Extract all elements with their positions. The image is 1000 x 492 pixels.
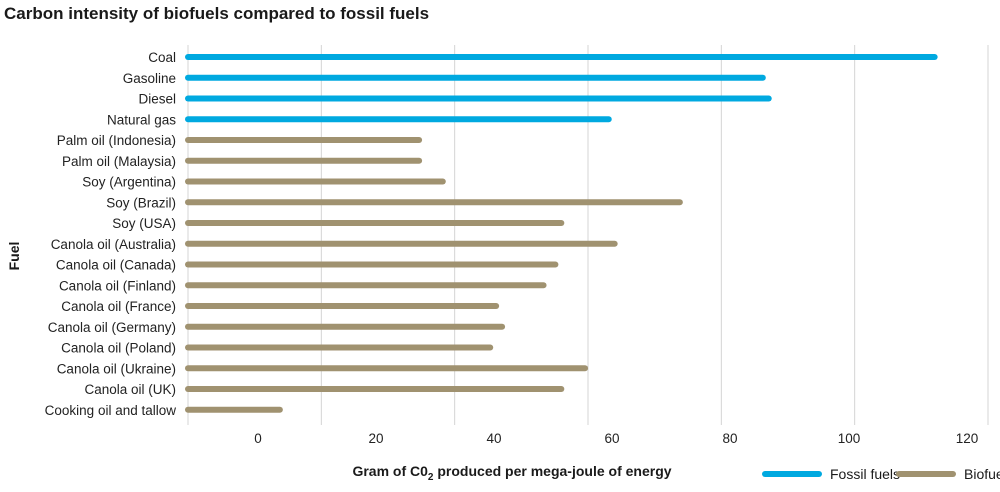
category-label: Soy (Argentina): [82, 175, 176, 190]
category-label: Canola oil (Ukraine): [57, 361, 176, 376]
legend-label-biofuels: Biofuels: [964, 466, 1000, 482]
category-label: Soy (USA): [112, 216, 176, 231]
category-label: Gasoline: [123, 71, 176, 86]
legend-swatch-biofuels: [896, 471, 956, 477]
x-axis-title-subscript: 2: [427, 471, 434, 483]
legend-swatch-fossil-fuels: [762, 471, 822, 477]
x-tick-label: 60: [604, 431, 619, 446]
category-label: Canola oil (France): [61, 299, 176, 314]
category-label: Canola oil (Finland): [59, 278, 176, 293]
x-tick-label: 0: [254, 431, 262, 446]
category-label: Palm oil (Indonesia): [57, 133, 176, 148]
x-tick-label: 80: [722, 431, 737, 446]
category-label: Canola oil (UK): [84, 382, 176, 397]
x-axis-title-suffix: produced per mega-joule of energy: [433, 463, 672, 479]
x-axis-title: Gram of C02 produced per mega-joule of e…: [352, 463, 671, 483]
category-label: Canola oil (Canada): [56, 258, 176, 273]
category-label: Diesel: [138, 92, 176, 107]
x-tick-labels: 0 20 40 60 80 100 120: [254, 431, 978, 446]
category-label: Coal: [148, 50, 176, 65]
category-label: Cooking oil and tallow: [45, 403, 177, 418]
gridlines: [187, 45, 989, 425]
category-label: Canola oil (Australia): [51, 237, 176, 252]
legend-fossil-fuels: Fossil fuels: [762, 466, 900, 482]
category-label: Natural gas: [107, 112, 176, 127]
bars: [185, 54, 938, 413]
x-tick-label: 40: [486, 431, 501, 446]
category-label: Canola oil (Poland): [61, 341, 176, 356]
x-tick-label: 20: [368, 431, 383, 446]
x-tick-label: 100: [838, 431, 861, 446]
category-labels: Coal Gasoline Diesel Natural gas Palm oil (I…: [45, 50, 177, 418]
x-tick-label: 120: [956, 431, 979, 446]
category-label: Soy (Brazil): [106, 195, 176, 210]
legend-label-fossil-fuels: Fossil fuels: [830, 466, 901, 482]
x-axis-title-prefix: Gram of C0: [352, 463, 428, 479]
legend-biofuels: Biofuels: [896, 466, 1000, 482]
chart-title: Carbon intensity of biofuels compared to…: [4, 4, 430, 23]
category-label: Canola oil (Germany): [48, 320, 176, 335]
category-label: Palm oil (Malaysia): [62, 154, 176, 169]
